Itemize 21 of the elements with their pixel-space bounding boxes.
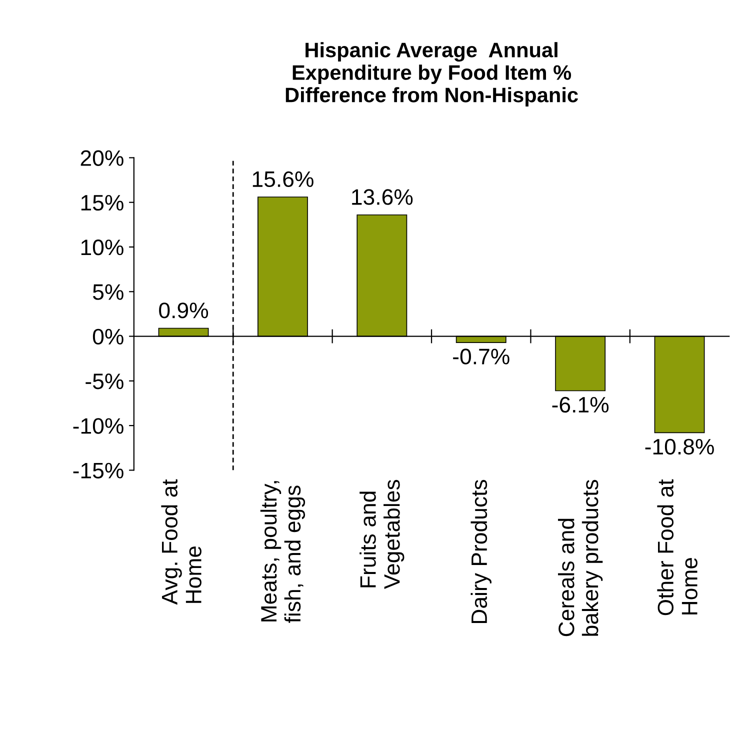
y-tick-label: 5% bbox=[92, 284, 124, 300]
data-label: 15.6% bbox=[252, 171, 314, 188]
x-tick-label: Other Food at Home bbox=[657, 479, 698, 616]
data-label: -0.7% bbox=[453, 348, 510, 364]
chart-title: Hispanic Average Annual Expenditure by Food Item % Difference from Non-Hispanic bbox=[286, 42, 578, 106]
x-tick-label: Cereals and bakery products bbox=[558, 480, 603, 636]
y-tick-label: 20% bbox=[80, 150, 124, 166]
y-tick-label: 15% bbox=[81, 194, 124, 211]
y-tick-label: -15% bbox=[73, 462, 124, 478]
data-label: -10.8% bbox=[645, 438, 714, 455]
y-tick-label: 0% bbox=[92, 328, 124, 345]
y-tick-label: -5% bbox=[86, 374, 124, 390]
data-label: 0.9% bbox=[159, 302, 208, 318]
x-tick-label: Dairy Products bbox=[470, 480, 492, 624]
x-tick-label: Avg. Food at Home bbox=[161, 479, 202, 605]
data-label: 13.6% bbox=[352, 189, 413, 205]
x-tick-label: Meats, poultry, fish, and eggs bbox=[260, 481, 306, 623]
x-tick-label: Fruits and Vegetables bbox=[360, 480, 404, 590]
y-tick-label: 10% bbox=[81, 240, 124, 256]
data-label: -6.1% bbox=[552, 396, 609, 413]
y-tick-label: -10% bbox=[73, 418, 124, 434]
